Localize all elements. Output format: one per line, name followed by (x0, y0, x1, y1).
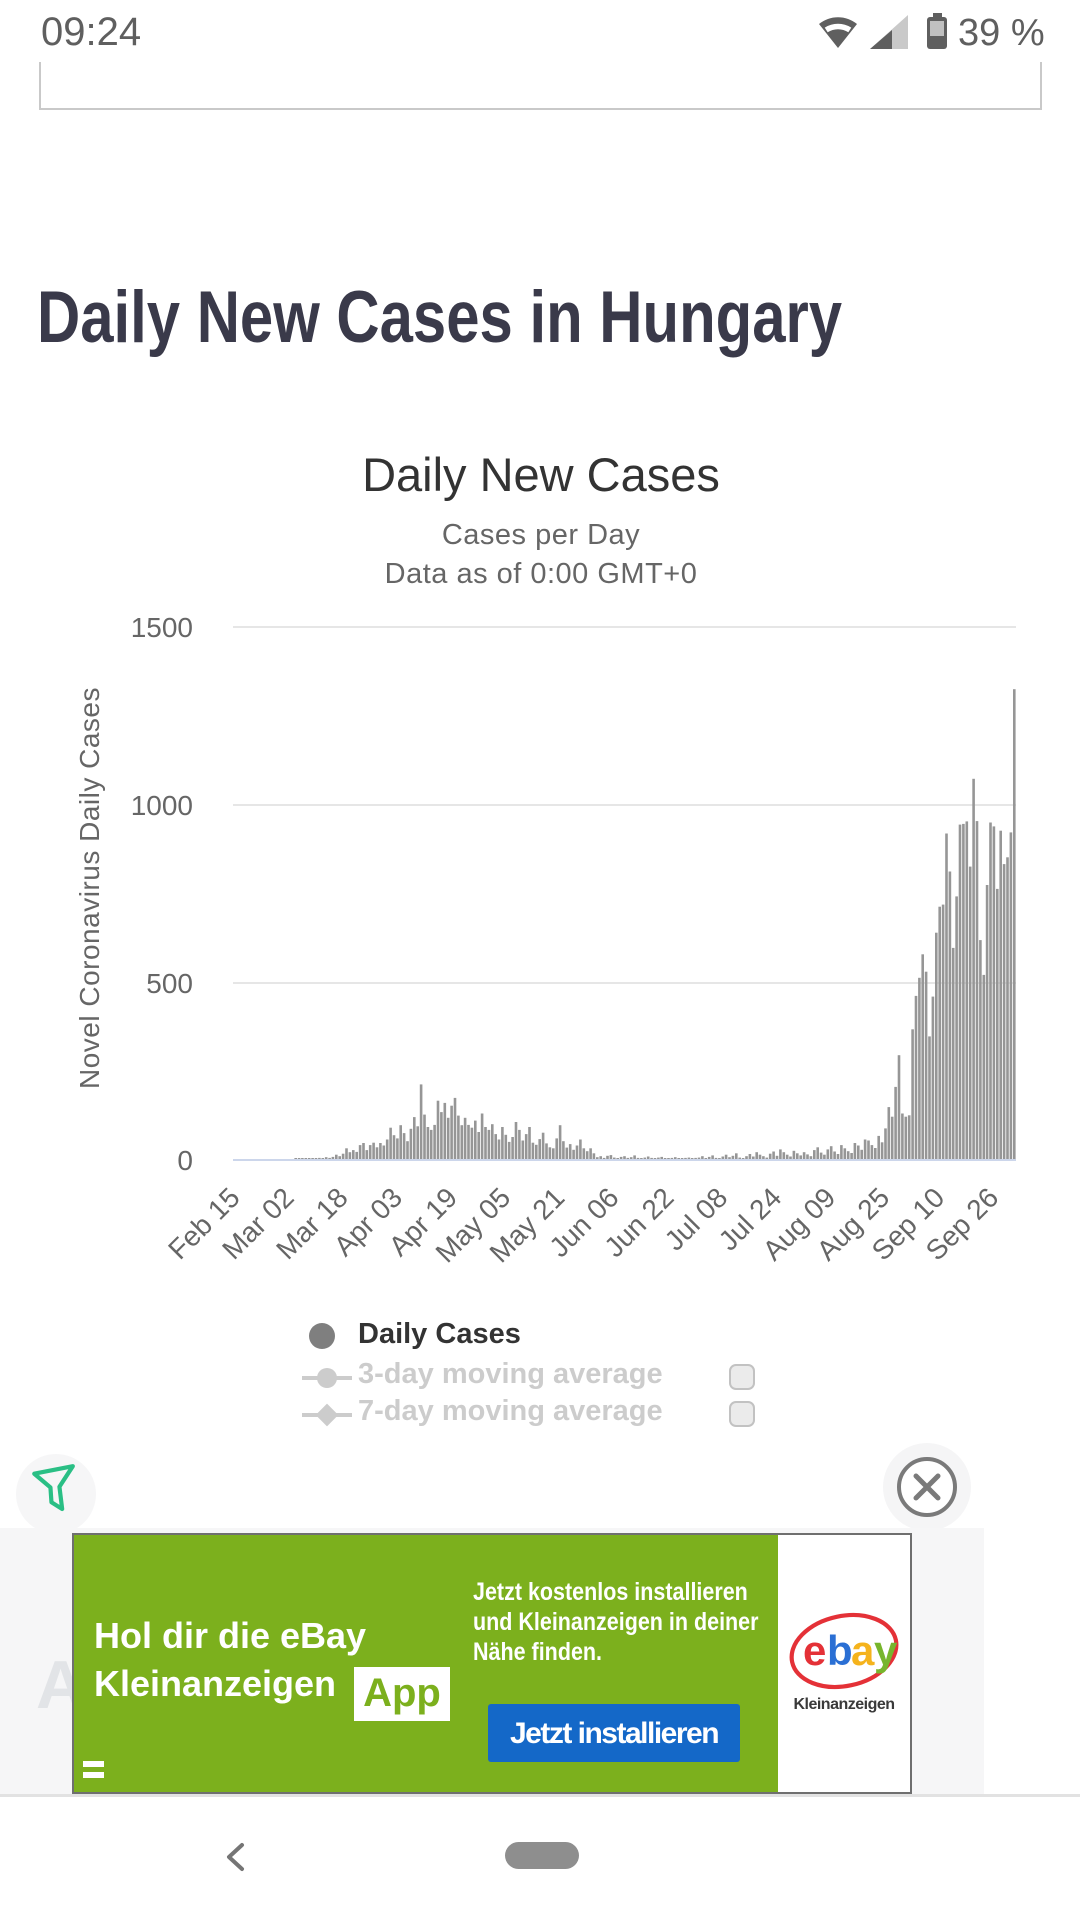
svg-text:e: e (803, 1627, 826, 1674)
svg-text:y: y (874, 1627, 898, 1674)
svg-text:b: b (827, 1627, 853, 1674)
svg-text:a: a (851, 1627, 875, 1674)
